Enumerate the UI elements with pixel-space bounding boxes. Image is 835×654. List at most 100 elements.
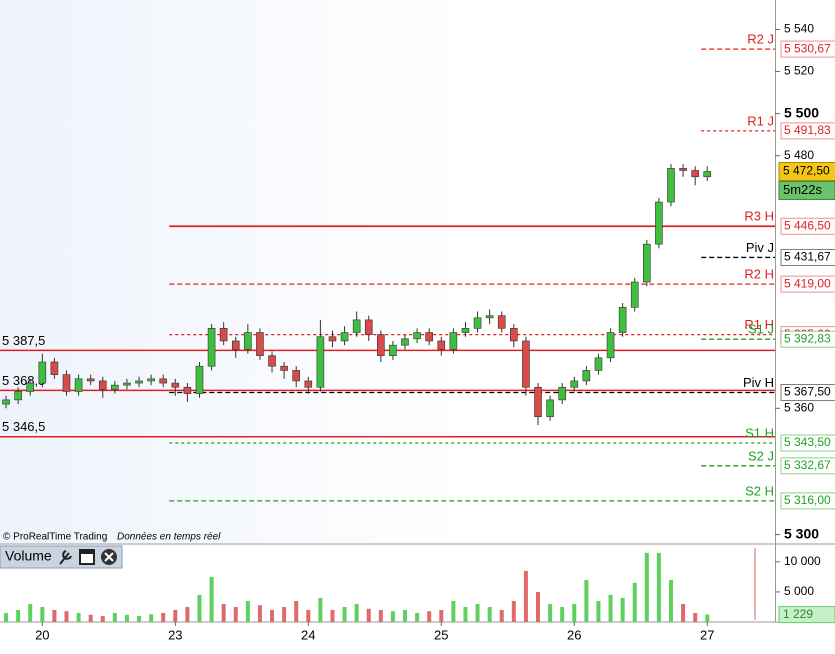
y-tick-label: 5 480 <box>784 148 814 162</box>
pivot-box <box>780 457 835 475</box>
volume-bar <box>306 609 311 622</box>
candle-body <box>183 386 192 394</box>
candle-body <box>231 340 240 350</box>
volume-bar <box>161 612 166 622</box>
volume-bar <box>137 615 142 622</box>
pivot-box <box>780 330 835 348</box>
timer-box <box>778 181 835 201</box>
volume-bar <box>185 606 190 622</box>
volume-bar <box>52 609 57 622</box>
volume-bar <box>705 614 710 622</box>
volume-bar <box>294 600 299 622</box>
volume-bar <box>572 603 577 622</box>
candle-body <box>679 168 687 171</box>
pivot-box <box>780 434 835 452</box>
pivot-name: S2 J <box>748 448 774 463</box>
candle-body <box>667 168 675 203</box>
volume-title: Volume <box>5 548 52 564</box>
y-tick-label: 5 500 <box>784 104 819 120</box>
support-line-label: 5 368,5 <box>2 373 45 388</box>
volume-bar <box>548 603 553 622</box>
pivot-box <box>780 248 835 266</box>
window-icon-bar <box>80 550 94 554</box>
volume-bar <box>693 612 698 622</box>
layer: 5 540 5 520 5 500 5 480 5 360 5 300 10 000 5 00… <box>0 22 835 642</box>
volume-bar <box>560 606 565 622</box>
last-volume-box <box>778 606 835 624</box>
candle-body <box>256 332 264 356</box>
candle-body <box>316 336 325 388</box>
volume-bar <box>644 552 649 622</box>
x-tick-label: 25 <box>434 627 448 642</box>
volume-tick-label: 5 000 <box>784 584 814 598</box>
candle-body <box>14 391 22 401</box>
realtime-note: Données en temps réel <box>117 532 221 543</box>
candle-body <box>2 399 10 405</box>
volume-bar <box>16 609 21 622</box>
volume-bar <box>88 614 93 622</box>
candle-body <box>171 382 180 388</box>
pivot-box <box>780 275 835 293</box>
candle-body <box>304 380 313 388</box>
volume-bar <box>523 570 528 622</box>
pivot-value: 5 530,67 <box>784 41 831 55</box>
candle-body <box>606 332 615 359</box>
volume-bar <box>390 611 395 622</box>
candle-body <box>62 374 71 392</box>
volume-bar <box>124 614 129 622</box>
volume-bar <box>64 611 69 622</box>
candle-body <box>74 378 83 392</box>
volume-bar <box>209 576 214 622</box>
pivot-value: 5 446,50 <box>784 218 831 232</box>
candle-body <box>618 306 627 333</box>
settings-icon[interactable] <box>59 550 72 565</box>
volume-bar <box>149 614 154 622</box>
volume-bar <box>584 579 589 622</box>
x-tick-label: 23 <box>168 627 182 642</box>
volume-bar <box>415 612 420 622</box>
candle-body <box>546 399 554 418</box>
volume-bar <box>330 609 335 622</box>
volume-bar <box>511 600 516 622</box>
volume-bar <box>342 606 347 622</box>
volume-bar <box>245 600 250 622</box>
candle-body <box>570 380 579 388</box>
candle-body <box>558 386 566 401</box>
volume-bar <box>28 603 33 622</box>
last-price-box <box>778 162 835 182</box>
support-line-label: 5 346,5 <box>2 419 45 434</box>
candle-body <box>268 355 276 367</box>
candle-body <box>485 315 494 319</box>
volume-bar <box>463 606 468 622</box>
pivot-box <box>780 40 835 58</box>
candle-body <box>195 365 204 394</box>
pivot-name: R2 J <box>747 32 774 47</box>
candle-body <box>352 319 361 333</box>
pivot-box <box>780 384 835 402</box>
candle-body <box>280 365 288 371</box>
pivot-value: 5 431,67 <box>784 250 831 264</box>
x-tick-label: 26 <box>567 627 581 642</box>
candle-body <box>219 328 228 342</box>
pivot-name: R1 J <box>747 113 774 128</box>
volume-bar <box>221 603 226 622</box>
volume-bar <box>451 600 456 622</box>
candle-body <box>643 243 651 283</box>
pivot-name: S2 H <box>745 483 774 498</box>
candle-body <box>111 384 119 390</box>
pivot-value: 5 419,00 <box>784 276 831 290</box>
volume-bar <box>40 606 45 622</box>
pivot-name: R3 H <box>744 209 774 224</box>
pivot-value: 5 491,83 <box>784 123 831 137</box>
candle-body <box>123 382 131 386</box>
candle-body <box>413 332 421 340</box>
candle-body <box>425 332 433 342</box>
volume-bar <box>439 609 444 622</box>
candle-body <box>437 340 446 350</box>
candle-body <box>630 281 639 308</box>
volume-bar <box>632 582 637 622</box>
pivot-value: 5 316,00 <box>784 493 831 507</box>
candle-body <box>461 328 470 333</box>
candle-body <box>534 386 542 418</box>
